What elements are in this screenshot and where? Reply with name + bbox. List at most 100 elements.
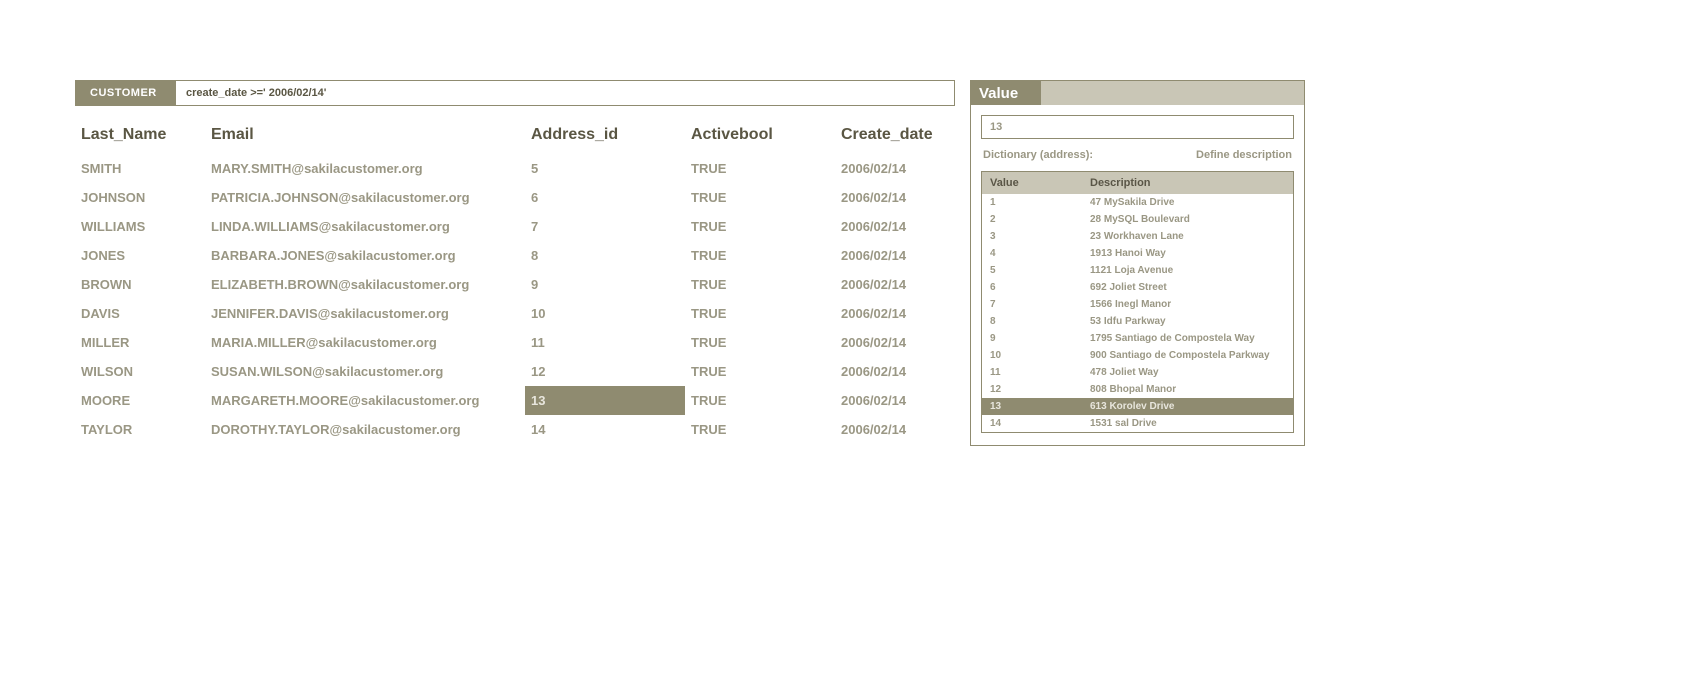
cell-lastname[interactable]: MILLER: [75, 328, 205, 357]
side-tab-value[interactable]: Value: [971, 81, 1041, 105]
cell-addressid[interactable]: 8: [525, 241, 685, 270]
table-row[interactable]: JONESBARBARA.JONES@sakilacustomer.org8TR…: [75, 241, 955, 270]
table-row[interactable]: TAYLORDOROTHY.TAYLOR@sakilacustomer.org1…: [75, 415, 955, 444]
dictionary-row[interactable]: 11478 Joliet Way: [982, 364, 1293, 381]
dict-col-description: Description: [1090, 177, 1285, 189]
query-input[interactable]: [176, 81, 954, 105]
cell-createdate[interactable]: 2006/02/14: [835, 357, 955, 386]
cell-addressid[interactable]: 14: [525, 415, 685, 444]
dict-cell-value: 1: [990, 197, 1090, 208]
dictionary-row[interactable]: 10900 Santiago de Compostela Parkway: [982, 347, 1293, 364]
cell-createdate[interactable]: 2006/02/14: [835, 212, 955, 241]
cell-createdate[interactable]: 2006/02/14: [835, 386, 955, 415]
table-row[interactable]: WILSONSUSAN.WILSON@sakilacustomer.org12T…: [75, 357, 955, 386]
cell-addressid[interactable]: 10: [525, 299, 685, 328]
dictionary-row[interactable]: 323 Workhaven Lane: [982, 228, 1293, 245]
cell-email[interactable]: MARY.SMITH@sakilacustomer.org: [205, 154, 525, 183]
cell-email[interactable]: PATRICIA.JOHNSON@sakilacustomer.org: [205, 183, 525, 212]
value-input[interactable]: 13: [981, 115, 1294, 139]
dict-cell-value: 7: [990, 299, 1090, 310]
cell-email[interactable]: LINDA.WILLIAMS@sakilacustomer.org: [205, 212, 525, 241]
cell-activebool[interactable]: TRUE: [685, 328, 835, 357]
dictionary-row[interactable]: 147 MySakila Drive: [982, 194, 1293, 211]
col-header-activebool[interactable]: Activebool: [685, 118, 835, 154]
cell-email[interactable]: MARGARETH.MOORE@sakilacustomer.org: [205, 386, 525, 415]
col-header-email[interactable]: Email: [205, 118, 525, 154]
dictionary-row[interactable]: 853 Idfu Parkway: [982, 313, 1293, 330]
cell-addressid[interactable]: 6: [525, 183, 685, 212]
cell-addressid[interactable]: 11: [525, 328, 685, 357]
dict-cell-value: 10: [990, 350, 1090, 361]
main-panel: CUSTOMER Last_Name Email Address_id Acti…: [75, 80, 955, 444]
dict-cell-description: 28 MySQL Boulevard: [1090, 214, 1285, 225]
dictionary-row[interactable]: 41913 Hanoi Way: [982, 245, 1293, 262]
cell-activebool[interactable]: TRUE: [685, 154, 835, 183]
cell-email[interactable]: DOROTHY.TAYLOR@sakilacustomer.org: [205, 415, 525, 444]
cell-activebool[interactable]: TRUE: [685, 386, 835, 415]
dict-cell-value: 9: [990, 333, 1090, 344]
dict-cell-description: 1531 sal Drive: [1090, 418, 1285, 429]
dict-cell-description: 692 Joliet Street: [1090, 282, 1285, 293]
cell-activebool[interactable]: TRUE: [685, 357, 835, 386]
cell-addressid[interactable]: 13: [525, 386, 685, 415]
cell-addressid[interactable]: 9: [525, 270, 685, 299]
dictionary-row[interactable]: 228 MySQL Boulevard: [982, 211, 1293, 228]
cell-lastname[interactable]: WILSON: [75, 357, 205, 386]
cell-lastname[interactable]: BROWN: [75, 270, 205, 299]
cell-activebool[interactable]: TRUE: [685, 183, 835, 212]
dictionary-row[interactable]: 13613 Korolev Drive: [982, 398, 1293, 415]
dictionary-label: Dictionary (address):: [983, 149, 1093, 161]
cell-lastname[interactable]: WILLIAMS: [75, 212, 205, 241]
cell-createdate[interactable]: 2006/02/14: [835, 270, 955, 299]
cell-activebool[interactable]: TRUE: [685, 270, 835, 299]
col-header-addressid[interactable]: Address_id: [525, 118, 685, 154]
cell-createdate[interactable]: 2006/02/14: [835, 183, 955, 212]
col-header-lastname[interactable]: Last_Name: [75, 118, 205, 154]
table-row[interactable]: BROWNELIZABETH.BROWN@sakilacustomer.org9…: [75, 270, 955, 299]
cell-createdate[interactable]: 2006/02/14: [835, 299, 955, 328]
table-row[interactable]: MILLERMARIA.MILLER@sakilacustomer.org11T…: [75, 328, 955, 357]
cell-lastname[interactable]: JONES: [75, 241, 205, 270]
cell-email[interactable]: ELIZABETH.BROWN@sakilacustomer.org: [205, 270, 525, 299]
dictionary-row[interactable]: 6692 Joliet Street: [982, 279, 1293, 296]
cell-activebool[interactable]: TRUE: [685, 241, 835, 270]
dictionary-row[interactable]: 51121 Loja Avenue: [982, 262, 1293, 279]
cell-lastname[interactable]: MOORE: [75, 386, 205, 415]
col-header-createdate[interactable]: Create_date: [835, 118, 955, 154]
table-row[interactable]: JOHNSONPATRICIA.JOHNSON@sakilacustomer.o…: [75, 183, 955, 212]
cell-activebool[interactable]: TRUE: [685, 212, 835, 241]
cell-activebool[interactable]: TRUE: [685, 299, 835, 328]
dictionary-row[interactable]: 12808 Bhopal Manor: [982, 381, 1293, 398]
cell-lastname[interactable]: JOHNSON: [75, 183, 205, 212]
dict-cell-value: 13: [990, 401, 1090, 412]
table-row[interactable]: MOOREMARGARETH.MOORE@sakilacustomer.org1…: [75, 386, 955, 415]
dict-cell-description: 1566 Inegl Manor: [1090, 299, 1285, 310]
dictionary-row[interactable]: 91795 Santiago de Compostela Way: [982, 330, 1293, 347]
define-description-link[interactable]: Define description: [1196, 149, 1292, 161]
cell-addressid[interactable]: 5: [525, 154, 685, 183]
cell-createdate[interactable]: 2006/02/14: [835, 415, 955, 444]
side-header-fill: [1041, 81, 1304, 105]
cell-lastname[interactable]: SMITH: [75, 154, 205, 183]
cell-createdate[interactable]: 2006/02/14: [835, 154, 955, 183]
cell-email[interactable]: MARIA.MILLER@sakilacustomer.org: [205, 328, 525, 357]
table-row[interactable]: DAVISJENNIFER.DAVIS@sakilacustomer.org10…: [75, 299, 955, 328]
cell-email[interactable]: BARBARA.JONES@sakilacustomer.org: [205, 241, 525, 270]
cell-addressid[interactable]: 12: [525, 357, 685, 386]
cell-email[interactable]: JENNIFER.DAVIS@sakilacustomer.org: [205, 299, 525, 328]
cell-activebool[interactable]: TRUE: [685, 415, 835, 444]
cell-lastname[interactable]: TAYLOR: [75, 415, 205, 444]
table-row[interactable]: SMITHMARY.SMITH@sakilacustomer.org5TRUE2…: [75, 154, 955, 183]
cell-email[interactable]: SUSAN.WILSON@sakilacustomer.org: [205, 357, 525, 386]
table-tab[interactable]: CUSTOMER: [76, 81, 176, 105]
dictionary-row[interactable]: 71566 Inegl Manor: [982, 296, 1293, 313]
dictionary-row[interactable]: 141531 sal Drive: [982, 415, 1293, 432]
dict-cell-description: 23 Workhaven Lane: [1090, 231, 1285, 242]
cell-createdate[interactable]: 2006/02/14: [835, 328, 955, 357]
dict-cell-description: 900 Santiago de Compostela Parkway: [1090, 350, 1285, 361]
dict-cell-description: 1913 Hanoi Way: [1090, 248, 1285, 259]
cell-lastname[interactable]: DAVIS: [75, 299, 205, 328]
cell-createdate[interactable]: 2006/02/14: [835, 241, 955, 270]
cell-addressid[interactable]: 7: [525, 212, 685, 241]
table-row[interactable]: WILLIAMSLINDA.WILLIAMS@sakilacustomer.or…: [75, 212, 955, 241]
